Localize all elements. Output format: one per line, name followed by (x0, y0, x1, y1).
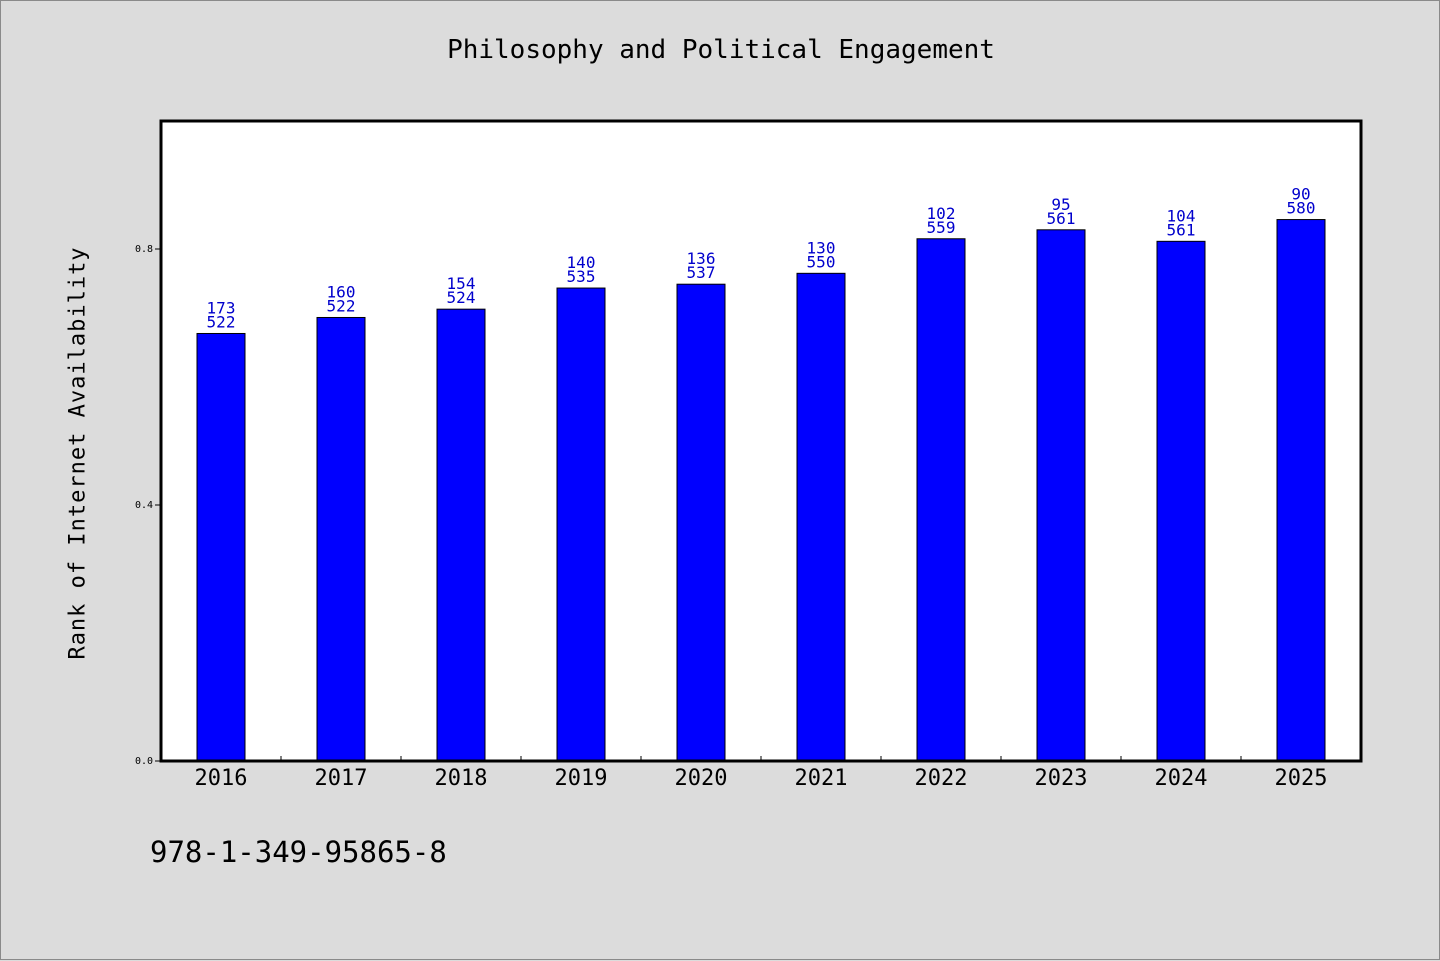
bar-annotation-top: 173 (207, 298, 236, 317)
x-tick-label: 2019 (555, 766, 608, 791)
bar-annotation-top: 104 (1167, 206, 1196, 225)
bar-annotation-bottom: 550 (807, 252, 836, 271)
x-tick-label: 2022 (915, 766, 968, 791)
bar-annotation-bottom: 535 (567, 267, 596, 286)
x-tick-label: 2025 (1275, 766, 1328, 791)
x-tick-label: 2020 (675, 766, 728, 791)
x-tick-label: 2024 (1155, 766, 1208, 791)
bar (316, 316, 366, 762)
bar-annotation-top: 130 (807, 238, 836, 257)
bar-annotation-top: 154 (447, 274, 476, 293)
bar-annotation-top: 95 (1051, 195, 1070, 214)
x-tick-label: 2021 (795, 766, 848, 791)
bar-annotation-bottom: 522 (327, 296, 356, 315)
bar (796, 272, 846, 762)
bar-annotation-bottom: 580 (1287, 199, 1316, 218)
bar (1036, 229, 1086, 762)
y-tick-label: 0.8 (135, 244, 153, 255)
y-tick-label: 0.0 (135, 756, 153, 767)
bar-annotation-top: 160 (327, 282, 356, 301)
bar (1276, 219, 1326, 762)
x-tick-label: 2017 (315, 766, 368, 791)
chart-title: Philosophy and Political Engagement (447, 35, 995, 65)
bar-annotation-top: 140 (567, 253, 596, 272)
y-tick-label: 0.4 (135, 500, 153, 511)
bar-annotation-bottom: 537 (687, 263, 716, 282)
bar (196, 332, 246, 762)
bar (1156, 240, 1206, 762)
bar (676, 283, 726, 762)
bar-annotation-top: 90 (1291, 185, 1310, 204)
bar-annotation-top: 136 (687, 249, 716, 268)
x-tick-label: 2018 (435, 766, 488, 791)
bar-annotation-bottom: 561 (1047, 209, 1076, 228)
bar-annotation-bottom: 524 (447, 288, 476, 307)
bar-annotation-bottom: 561 (1167, 220, 1196, 239)
isbn-code: 978-1-349-95865-8 (150, 835, 447, 869)
bar (556, 287, 606, 762)
bar-annotation-bottom: 522 (207, 312, 236, 331)
plot-frame (159, 119, 1363, 763)
bar-annotation-bottom: 559 (927, 218, 956, 237)
bar-annotation-top: 102 (927, 204, 956, 223)
bar (916, 238, 966, 762)
bar (436, 308, 486, 762)
x-tick-label: 2023 (1035, 766, 1088, 791)
x-tick-label: 2016 (195, 766, 248, 791)
